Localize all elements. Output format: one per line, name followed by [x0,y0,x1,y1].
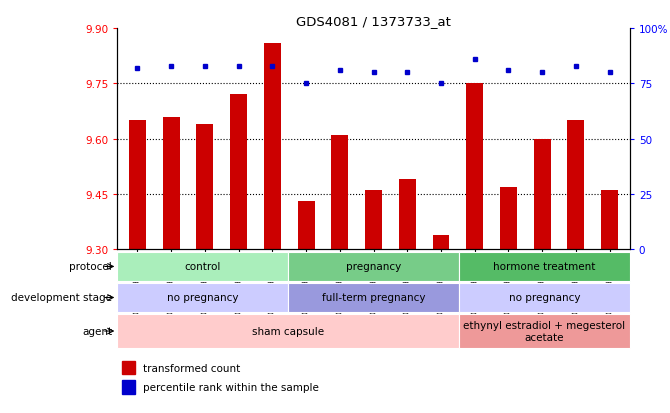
Text: transformed count: transformed count [143,363,240,373]
Bar [123,361,135,375]
Bar [332,136,348,250]
Bar [163,117,180,250]
Bar [129,121,146,250]
Text: no pregnancy: no pregnancy [167,293,239,303]
Bar [365,191,382,250]
Text: full-term pregnancy: full-term pregnancy [322,293,425,303]
Text: sham capsule: sham capsule [252,326,324,336]
Text: control: control [184,262,221,272]
Bar [117,315,459,348]
Bar [466,84,483,250]
Text: hormone treatment: hormone treatment [493,262,596,272]
Bar [534,140,551,250]
Bar [288,283,459,313]
Text: agent: agent [82,326,112,336]
Text: percentile rank within the sample: percentile rank within the sample [143,382,319,392]
Bar [399,180,415,250]
Bar [500,187,517,250]
Bar [196,125,213,250]
Bar [567,121,584,250]
Bar [433,235,450,250]
Bar [117,283,288,313]
Text: protocol: protocol [70,262,112,272]
Bar [459,252,630,282]
Text: pregnancy: pregnancy [346,262,401,272]
Text: ethynyl estradiol + megesterol
acetate: ethynyl estradiol + megesterol acetate [464,320,625,342]
Bar [264,44,281,250]
Bar [297,202,314,250]
Bar [459,315,630,348]
Bar [123,380,135,394]
Title: GDS4081 / 1373733_at: GDS4081 / 1373733_at [296,15,451,28]
Bar [601,191,618,250]
Text: no pregnancy: no pregnancy [509,293,580,303]
Bar [459,283,630,313]
Text: development stage: development stage [11,293,112,303]
Bar [117,252,288,282]
Bar [288,252,459,282]
Bar [230,95,247,250]
